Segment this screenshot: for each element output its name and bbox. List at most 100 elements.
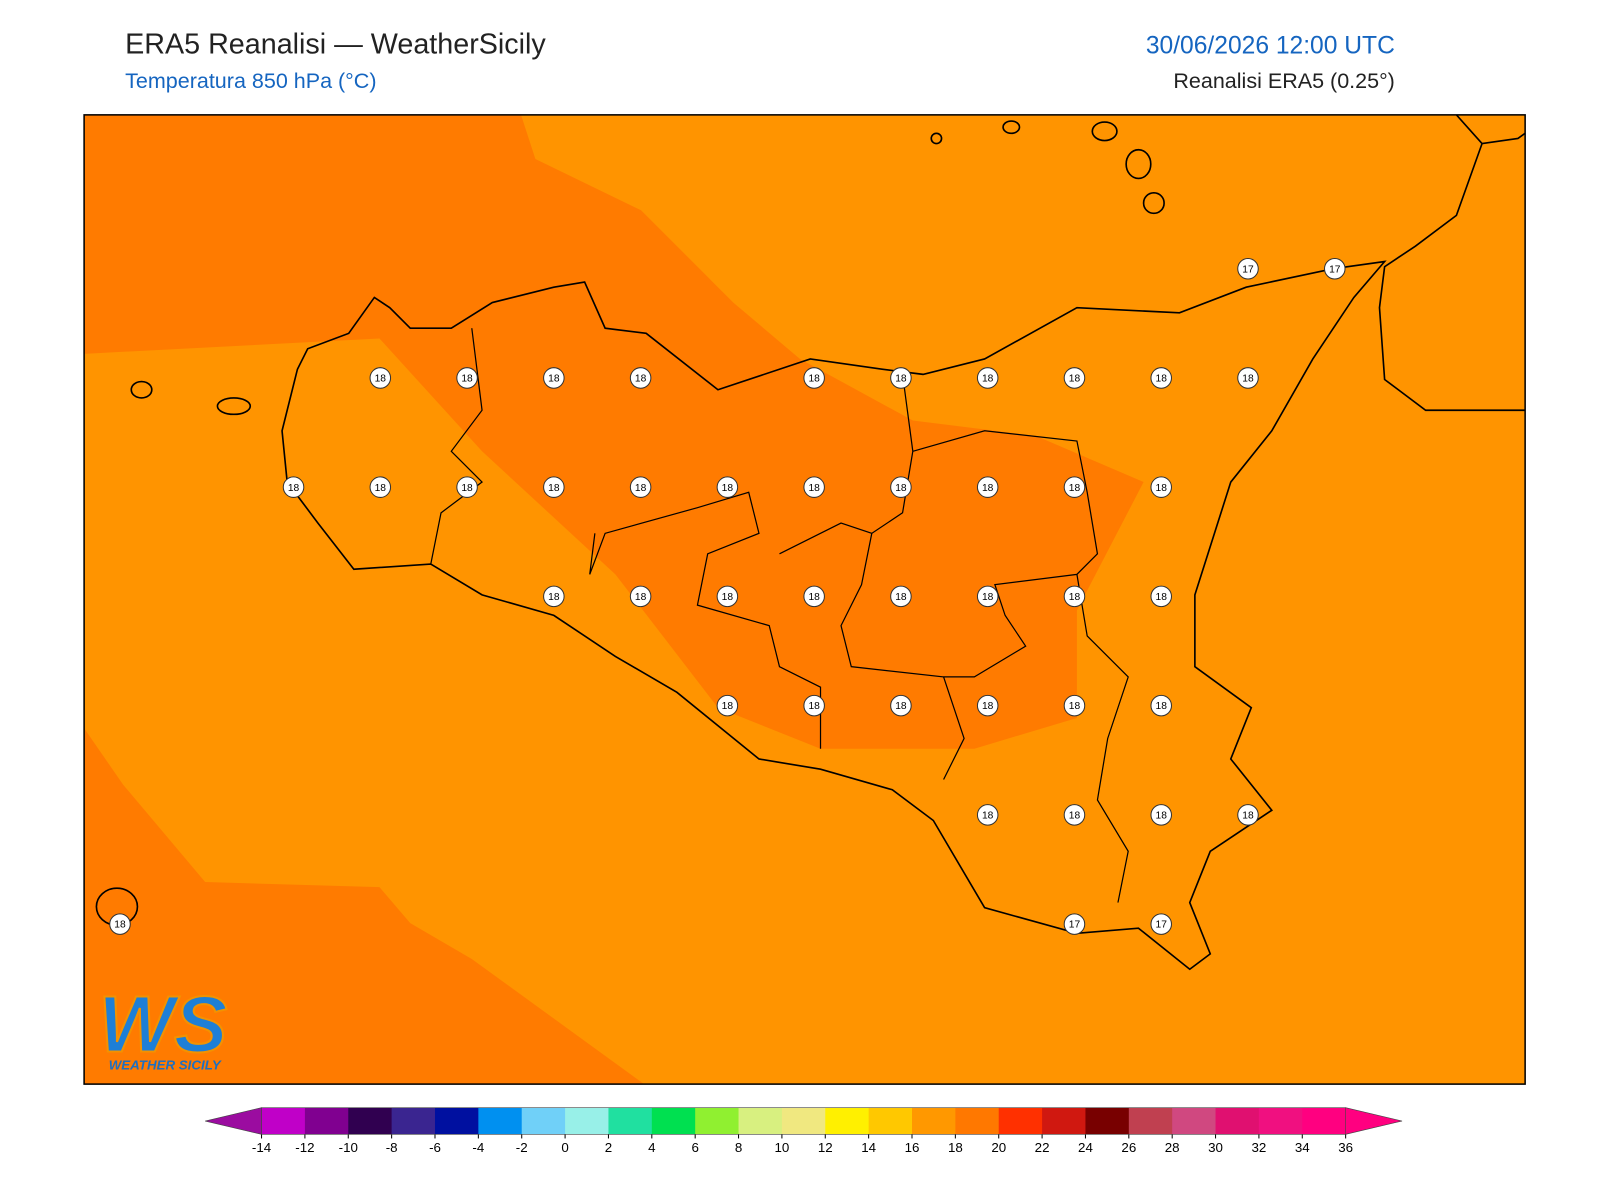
- colorbar-bin: [261, 1107, 306, 1135]
- colorbar-tick-label: 2: [605, 1140, 612, 1155]
- sicily-coast: [281, 260, 1387, 971]
- station-value: 18: [1069, 374, 1081, 385]
- island: [130, 380, 153, 399]
- station: 18: [803, 367, 825, 389]
- station-value: 18: [635, 483, 647, 494]
- colorbar-tick-label: 20: [991, 1140, 1006, 1155]
- field-dark: [84, 114, 1144, 749]
- station-marker: [1237, 367, 1259, 389]
- station: 18: [629, 585, 652, 608]
- colorbar-tick-label: 18: [948, 1140, 963, 1155]
- colorbar-tick-label: 4: [648, 1140, 656, 1155]
- station: 18: [803, 476, 825, 498]
- station-marker: [109, 913, 131, 935]
- logo-name: WEATHER SICILY: [109, 1058, 222, 1073]
- station-marker: [369, 367, 392, 389]
- colorbar-bin: [608, 1107, 653, 1135]
- station-value: 18: [722, 592, 734, 603]
- station: 18: [1150, 585, 1172, 608]
- station-value: 18: [548, 374, 560, 385]
- station-marker: [1150, 367, 1172, 389]
- station: 18: [369, 476, 392, 498]
- station-marker: [976, 694, 999, 717]
- station-value: 17: [1156, 920, 1168, 931]
- station: 18: [629, 367, 652, 389]
- colorbar-bin: [304, 1107, 349, 1135]
- colorbar-bin: [912, 1107, 956, 1135]
- station: 18: [716, 476, 739, 498]
- colorbar-bin: [1042, 1107, 1086, 1135]
- station-marker: [803, 585, 825, 608]
- station-marker: [1063, 476, 1086, 498]
- station-value: 18: [808, 592, 820, 603]
- colorbar-under: [205, 1107, 262, 1135]
- map: WS WEATHER SICILY 17 17 18 18 18 18 18 18 18 18 18…: [83, 114, 1526, 1085]
- station: 18: [1150, 804, 1172, 826]
- station-value: 17: [1069, 920, 1081, 931]
- colorbar-tick-label: 12: [818, 1140, 833, 1155]
- station-value: 18: [982, 483, 994, 494]
- station-value: 17: [1329, 264, 1341, 275]
- colorbar-tick-label: 0: [561, 1140, 568, 1155]
- station-marker: [1324, 257, 1346, 280]
- station-marker: [282, 476, 305, 498]
- station: 18: [456, 367, 478, 389]
- station: 18: [890, 367, 912, 389]
- station-marker: [1150, 585, 1172, 608]
- island: [1142, 192, 1165, 215]
- station-marker: [716, 585, 739, 608]
- field-dark: [84, 728, 645, 1085]
- colorbar-bin: [825, 1107, 870, 1135]
- station-marker: [456, 367, 478, 389]
- station-value: 18: [808, 701, 820, 712]
- colorbar-tick-label: -2: [516, 1140, 528, 1155]
- station-marker: [1063, 585, 1086, 608]
- station-marker: [543, 476, 565, 498]
- station: 18: [890, 694, 912, 717]
- datetime: 30/06/2026 12:00 UTC: [1146, 32, 1395, 59]
- station-marker: [543, 585, 565, 608]
- station-value: 18: [1069, 592, 1081, 603]
- station-marker: [1150, 913, 1172, 935]
- colorbar-bin: [1085, 1107, 1130, 1135]
- colorbar-frame: [261, 1107, 1346, 1135]
- colorbar-bin: [781, 1107, 826, 1135]
- station: 18: [803, 694, 825, 717]
- station-marker: [1150, 476, 1172, 498]
- station-value: 18: [722, 701, 734, 712]
- station-marker: [890, 694, 912, 717]
- colorbar-bin: [1302, 1107, 1347, 1135]
- colorbar-tick-label: 16: [905, 1140, 920, 1155]
- station-value: 18: [1156, 701, 1168, 712]
- colorbar-tick-label: 24: [1078, 1140, 1093, 1155]
- station-value: 18: [1069, 483, 1081, 494]
- colorbar-bin: [738, 1107, 783, 1135]
- colorbar: -14 -12 -10 -8 -6 -4 -2 0 2 4 6 8 10 12 14 16 18 20 22 24 26…: [205, 1107, 1403, 1155]
- logo-mark: WS: [98, 979, 227, 1068]
- station: 18: [716, 694, 739, 717]
- station-value: 18: [808, 374, 820, 385]
- station: 18: [1063, 804, 1086, 826]
- colorbar-tick-label: 8: [735, 1140, 742, 1155]
- station: 18: [976, 367, 999, 389]
- colorbar-bin: [695, 1107, 740, 1135]
- colorbar-bin: [998, 1107, 1043, 1135]
- colorbar-tick-label: -8: [386, 1140, 398, 1155]
- station-marker: [543, 367, 565, 389]
- colorbar-bin: [1128, 1107, 1173, 1135]
- station: 17: [1150, 913, 1172, 935]
- station: 17: [1324, 257, 1346, 280]
- logo: WS WEATHER SICILY: [97, 978, 228, 1073]
- station-value: 18: [895, 592, 907, 603]
- station: 18: [803, 585, 825, 608]
- title: ERA5 Reanalisi — WeatherSicily: [125, 28, 546, 60]
- station: 18: [890, 585, 912, 608]
- station-value: 18: [982, 701, 994, 712]
- station: 18: [543, 585, 565, 608]
- station: 18: [1063, 367, 1086, 389]
- island: [1125, 148, 1152, 180]
- station-value: 18: [375, 374, 387, 385]
- station: 18: [1150, 476, 1172, 498]
- station-marker: [369, 476, 392, 498]
- island: [1091, 121, 1118, 142]
